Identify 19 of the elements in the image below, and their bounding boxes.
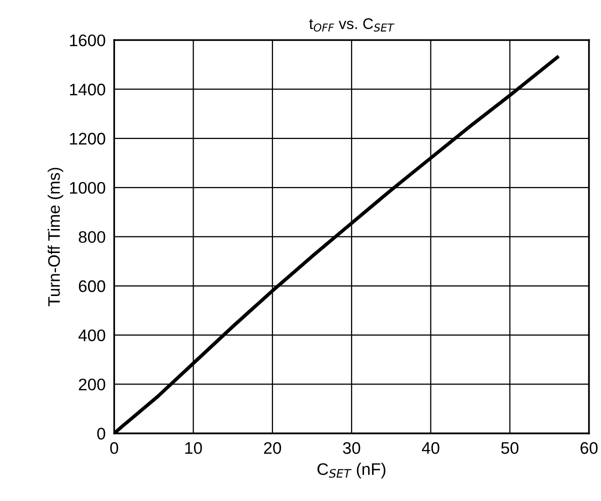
y-tick-label: 1200 xyxy=(70,132,106,145)
chart-title: t$_{OFF}$ vs. C$_{SET}$ xyxy=(309,18,394,32)
x-tick-label: 30 xyxy=(342,442,360,454)
y-tick-label: 1000 xyxy=(70,182,106,194)
x-tick-label: 10 xyxy=(185,442,202,454)
x-tick-label: 0 xyxy=(110,442,118,454)
y-axis-title: Turn-Off Time (ms) xyxy=(48,168,64,306)
y-tick-label: 1600 xyxy=(70,34,106,46)
y-tick-label: 800 xyxy=(78,231,106,243)
y-tick-label: 600 xyxy=(78,280,106,292)
x-axis-title: C$_{SET}$ (nF) xyxy=(318,462,386,478)
y-tick-label: 200 xyxy=(78,378,106,390)
y-tick-label: 400 xyxy=(78,329,106,342)
y-tick-label: 1400 xyxy=(70,84,106,96)
x-tick-label: 60 xyxy=(580,442,598,454)
y-tick-label: 0 xyxy=(97,428,106,440)
x-tick-label: 20 xyxy=(264,442,282,454)
x-tick-label: 40 xyxy=(422,442,440,454)
x-tick-label: 50 xyxy=(501,442,518,454)
